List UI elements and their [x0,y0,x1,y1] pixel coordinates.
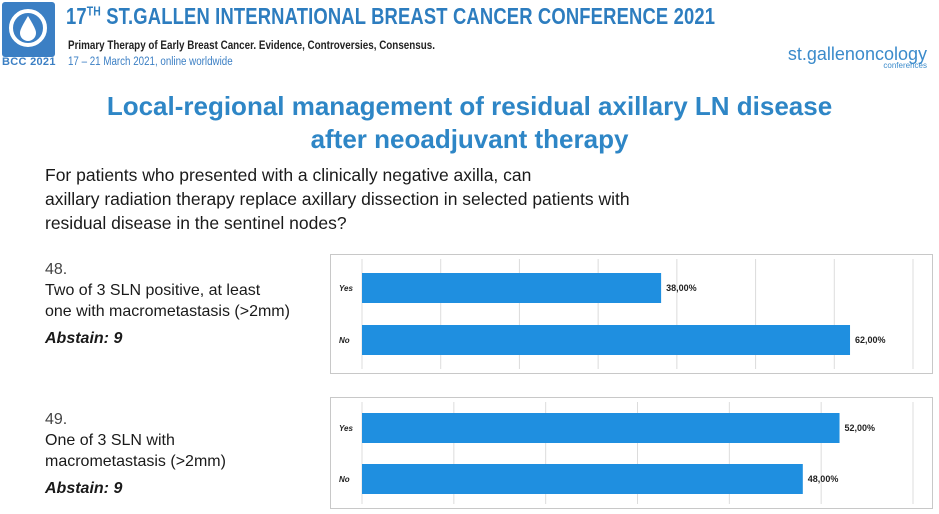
chart-48: Yes 38,00% No 62,00% [339,259,914,369]
question-text: For patients who presented with a clinic… [45,165,630,233]
bar-yes [362,413,840,443]
item-49-text: 49. One of 3 SLN with macrometastasis (>… [45,409,330,499]
data-label: 62,00% [855,335,886,345]
category-label: Yes [339,424,353,433]
conference-subtitle: Primary Therapy of Early Breast Cancer. … [68,38,435,52]
conference-date: 17 – 21 March 2021, online worldwide [68,56,233,68]
category-label: No [339,475,350,484]
brand-tagline: conferences [883,61,927,70]
item-number: 49. [45,411,68,428]
brand-logo: st.gallenoncology conferences [787,44,927,70]
category-label: Yes [339,284,353,293]
item-48-text: 48. Two of 3 SLN positive, at least one … [45,259,330,349]
abstain-count: Abstain: 9 [45,330,123,347]
data-label: 38,00% [666,283,697,293]
abstain-count: Abstain: 9 [45,480,123,497]
chart-49-frame: Yes 52,00% No 48,00% [330,397,933,509]
chart-49: Yes 52,00% No 48,00% [339,402,914,504]
logo-caption: BCC 2021 [2,56,56,68]
conference-header: BCC 2021 17TH ST.GALLEN INTERNATIONAL BR… [0,0,939,76]
category-label: No [339,336,350,345]
bar-no [362,464,803,494]
bar-no [362,325,851,355]
data-label: 52,00% [845,423,876,433]
chart-48-frame: Yes 38,00% No 62,00% [330,254,933,374]
item-number: 48. [45,261,68,278]
drop-logo-icon [9,9,47,47]
bar-yes [362,273,662,303]
conference-logo [2,2,55,57]
slide-title: Local-regional management of residual ax… [106,91,833,154]
data-label: 48,00% [808,474,839,484]
conference-title: 17TH ST.GALLEN INTERNATIONAL BREAST CANC… [66,3,716,29]
brand-name: st.gallenoncology [787,44,927,64]
